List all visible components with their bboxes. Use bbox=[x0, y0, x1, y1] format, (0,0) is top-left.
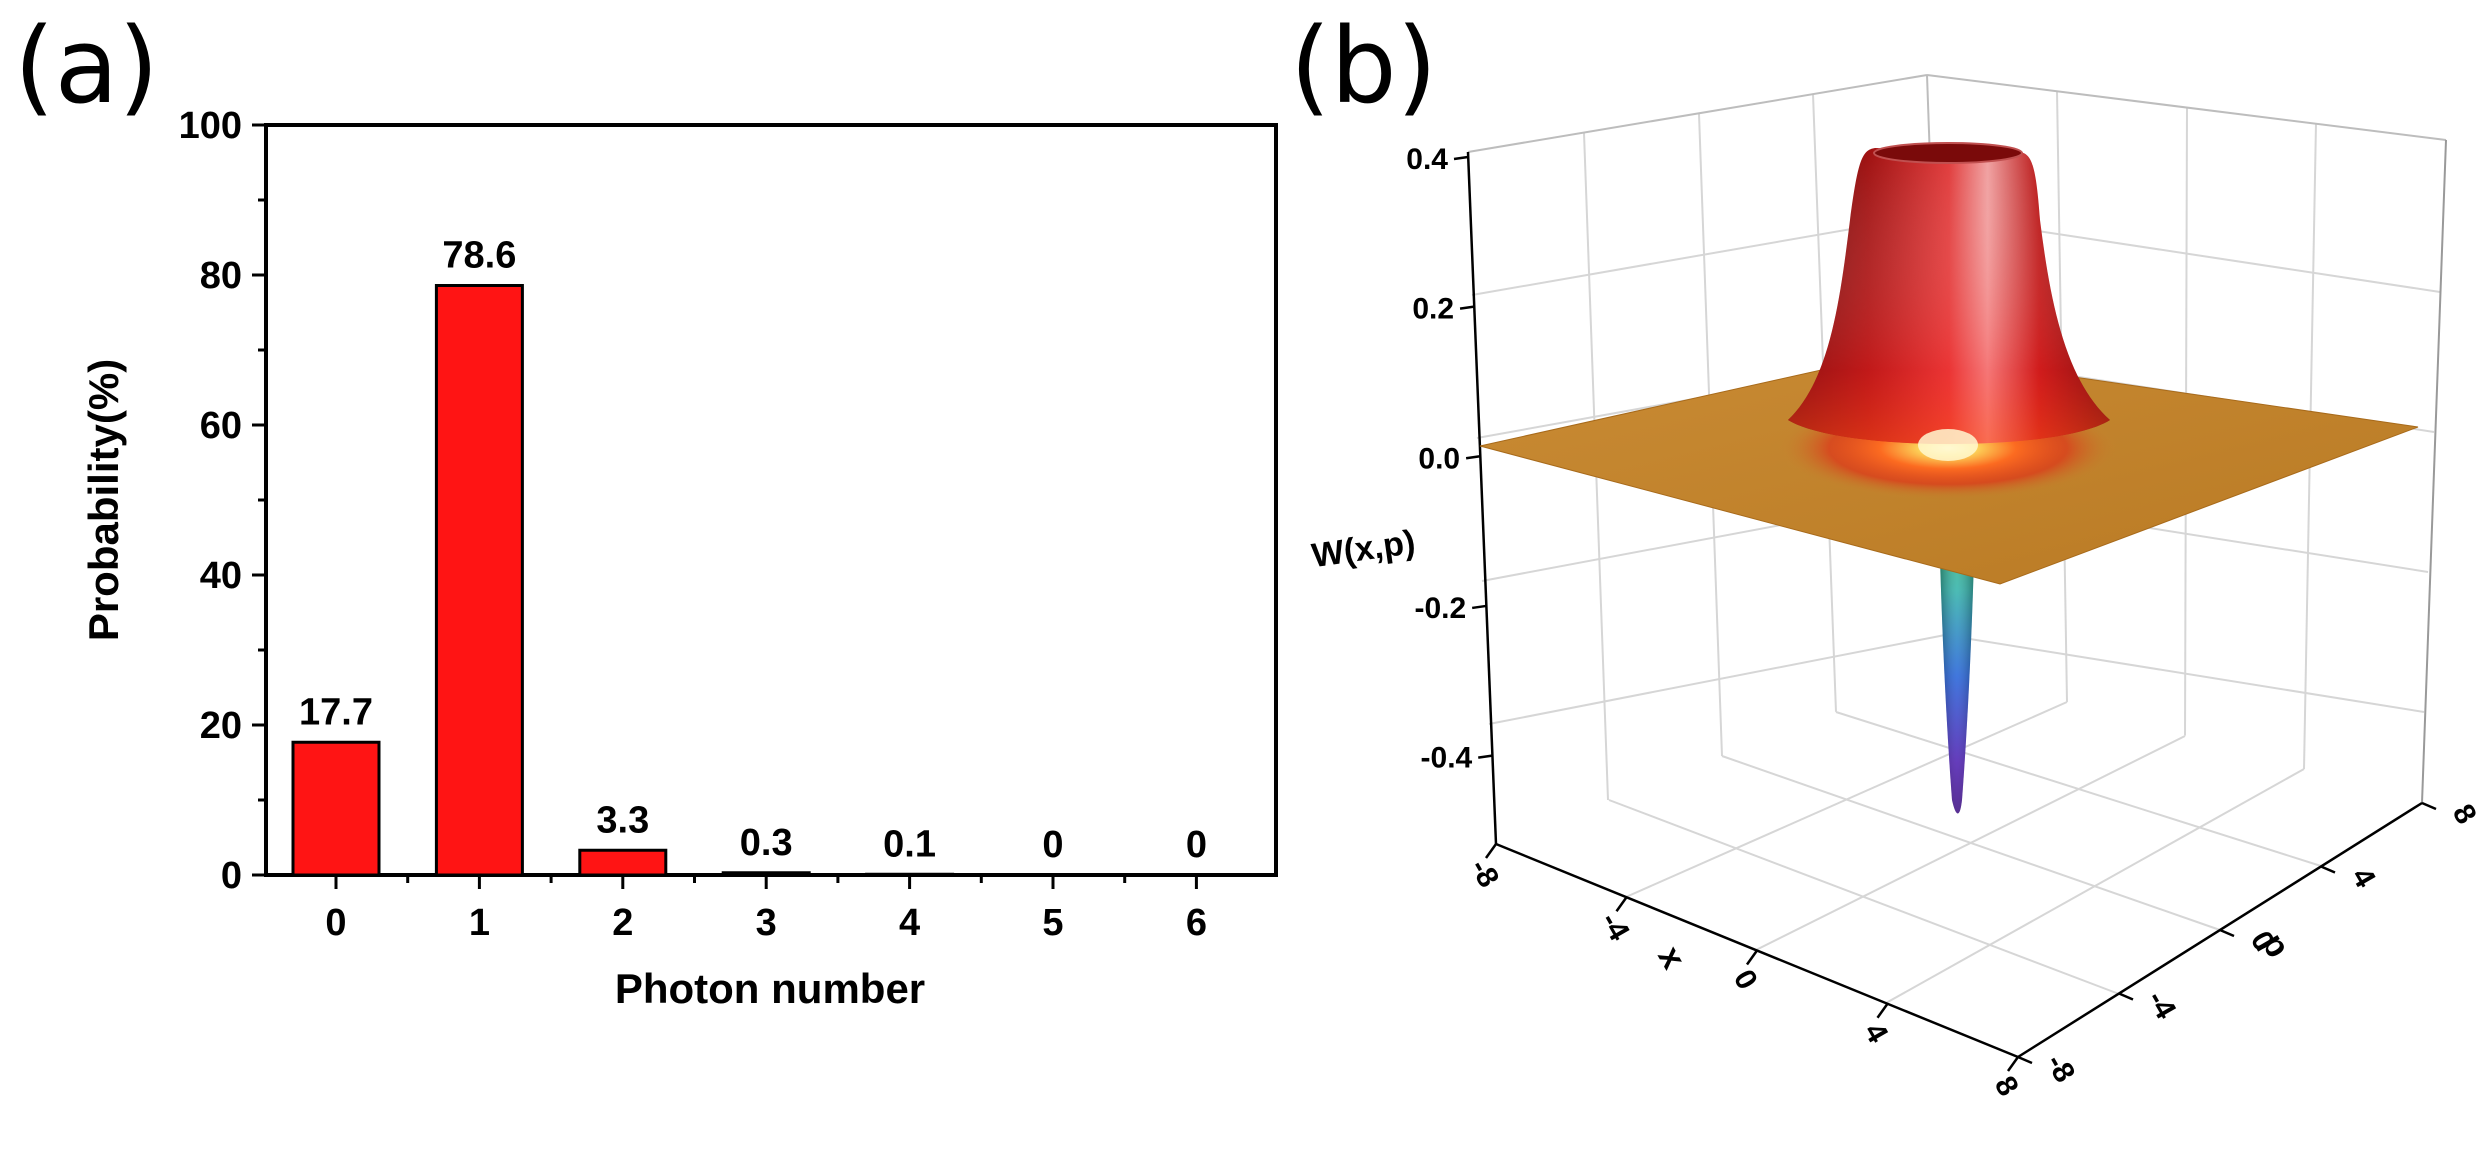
z-axis: 0.4 0.2 0.0 -0.2 -0.4 bbox=[1406, 143, 1493, 775]
z-tick-label: -0.4 bbox=[1421, 742, 1473, 775]
p-tick-3d bbox=[2421, 801, 2437, 811]
x-axis: 0 1 2 3 4 5 6 bbox=[325, 875, 1207, 944]
x-tick-label-3d: 8 bbox=[1988, 1071, 2025, 1102]
panel-b-label: (b) bbox=[1290, 5, 1437, 127]
bar-value-label: 0 bbox=[1186, 824, 1207, 866]
p-tick-3d bbox=[2118, 992, 2134, 1001]
z-tick bbox=[1459, 305, 1475, 310]
bar-value-label: 17.7 bbox=[299, 691, 373, 733]
z-tick-label: 0.4 bbox=[1406, 143, 1448, 176]
y-tick-label: 100 bbox=[179, 105, 242, 147]
z-tick-label: 0.2 bbox=[1412, 293, 1454, 326]
bar-value-label: 3.3 bbox=[596, 799, 649, 841]
z-tick bbox=[1478, 754, 1493, 759]
z-axis-title: W(x,p) bbox=[1309, 523, 1417, 575]
x-tick-label: 5 bbox=[1042, 902, 1063, 944]
x-tick-3d bbox=[1876, 1003, 1889, 1019]
p-tick-3d bbox=[2219, 928, 2235, 938]
p-tick-3d bbox=[2017, 1055, 2033, 1065]
x-tick-label: 4 bbox=[899, 902, 920, 944]
x-tick-label-3d: -8 bbox=[1463, 853, 1505, 893]
p-tick-label-3d: -8 bbox=[2039, 1048, 2081, 1088]
p-tick-3d bbox=[2320, 865, 2336, 874]
x-tick-3d bbox=[1745, 949, 1759, 966]
x-tick-label: 6 bbox=[1186, 902, 1207, 944]
y-tick-label: 0 bbox=[221, 855, 242, 897]
p-tick-label-3d: 8 bbox=[2446, 799, 2480, 830]
x-tick-3d bbox=[1615, 896, 1628, 912]
bar-value-label: 0.3 bbox=[740, 822, 793, 864]
y-tick-label: 20 bbox=[200, 705, 242, 747]
x-tick-label-3d: 0 bbox=[1727, 964, 1764, 995]
z-tick bbox=[1471, 604, 1487, 610]
x-tick-label: 1 bbox=[469, 902, 490, 944]
x-tick-label-3d: -4 bbox=[1594, 907, 1636, 947]
z-tick bbox=[1453, 155, 1469, 161]
x-tick-3d bbox=[2006, 1056, 2020, 1072]
x-tick-label: 0 bbox=[325, 902, 346, 944]
bar-value-labels: 17.7 78.6 3.3 0.3 0.1 0 0 bbox=[299, 235, 1207, 867]
x-axis-title-3d: x bbox=[1650, 940, 1692, 975]
bar bbox=[721, 871, 811, 877]
x-axis-title: Photon number bbox=[615, 965, 925, 1012]
positive-peak bbox=[1778, 142, 2118, 500]
bar-value-label: 78.6 bbox=[442, 235, 516, 277]
bar-value-label: 0 bbox=[1042, 824, 1063, 866]
x-tick-label-3d: 4 bbox=[1857, 1018, 1894, 1049]
z-tick bbox=[1465, 455, 1481, 460]
y-axis-title: Probability(%) bbox=[80, 359, 127, 641]
bar bbox=[865, 872, 955, 877]
y-tick-label: 80 bbox=[200, 255, 242, 297]
bar bbox=[291, 740, 381, 877]
y-tick-label: 40 bbox=[200, 555, 242, 597]
x-tick-label: 2 bbox=[612, 902, 633, 944]
z-tick-label: -0.2 bbox=[1414, 592, 1466, 625]
wigner-surface-plot: 0.4 0.2 0.0 -0.2 -0.4 W(x,p) -8 -4 0 4 8 x -8 -4 0… bbox=[1309, 74, 2480, 1102]
p-tick-label-3d: -4 bbox=[2140, 985, 2182, 1025]
z-tick-label: 0.0 bbox=[1418, 442, 1460, 475]
p-tick-label-3d: 4 bbox=[2345, 862, 2382, 893]
y-axis: 0 20 40 60 80 100 bbox=[179, 105, 266, 897]
bar bbox=[434, 284, 524, 877]
bar-series bbox=[291, 284, 955, 877]
x-tick-3d bbox=[1484, 843, 1498, 859]
bar bbox=[578, 848, 668, 877]
floor-grid bbox=[1496, 668, 2422, 1057]
bar-value-label: 0.1 bbox=[883, 823, 936, 865]
y-tick-label: 60 bbox=[200, 405, 242, 447]
panel-a-label: (a) bbox=[14, 5, 159, 127]
x-tick-label: 3 bbox=[756, 902, 777, 944]
plot-frame bbox=[264, 123, 1278, 877]
